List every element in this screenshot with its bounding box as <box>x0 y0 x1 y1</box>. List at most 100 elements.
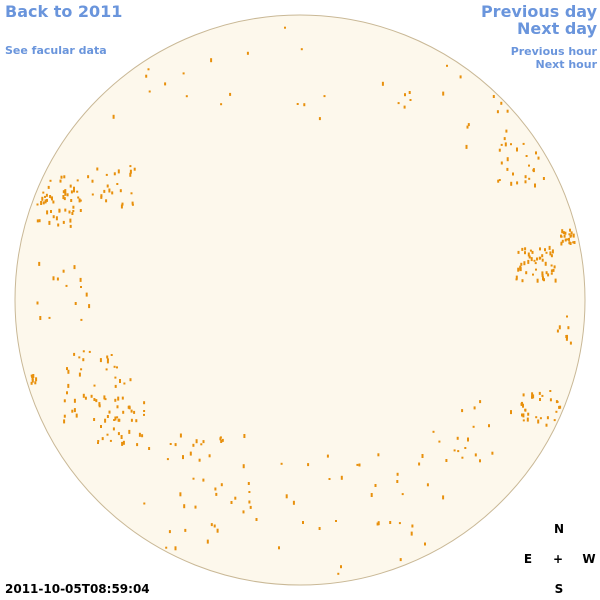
sun-disk <box>14 14 586 586</box>
facula <box>88 304 91 309</box>
facula <box>303 103 306 107</box>
facula <box>165 546 168 549</box>
facula <box>459 75 462 79</box>
facula <box>370 493 373 497</box>
facula <box>535 268 537 271</box>
facula <box>521 247 524 251</box>
facula <box>73 398 76 403</box>
facula <box>381 81 384 86</box>
facula <box>148 90 151 93</box>
facula <box>532 394 535 399</box>
facula <box>85 292 88 297</box>
facula <box>75 413 78 418</box>
facula <box>40 201 43 205</box>
facula <box>568 237 570 241</box>
facula <box>129 169 132 174</box>
facula <box>116 366 118 369</box>
facula <box>35 377 38 382</box>
facula <box>560 242 563 246</box>
facula <box>52 200 55 204</box>
facula <box>377 521 380 526</box>
facula <box>30 381 33 385</box>
facula <box>65 284 68 287</box>
facula <box>524 247 527 251</box>
facula <box>464 447 467 449</box>
next-hour-link[interactable]: Next hour <box>535 58 598 71</box>
facula <box>46 198 48 202</box>
facula <box>561 239 564 243</box>
facula <box>506 167 509 171</box>
facula <box>292 500 295 505</box>
facula <box>515 278 518 281</box>
facula <box>80 368 83 371</box>
facula <box>31 377 34 381</box>
facula <box>396 472 399 476</box>
facula <box>284 26 286 29</box>
facula <box>46 210 49 215</box>
facula <box>504 142 507 147</box>
facula <box>278 546 280 550</box>
facula <box>544 261 547 266</box>
facula <box>200 443 203 446</box>
facula <box>510 181 513 186</box>
facula <box>531 392 534 397</box>
facula <box>52 276 55 281</box>
facula <box>219 437 222 441</box>
facula <box>113 419 116 421</box>
facula <box>101 437 104 441</box>
facular-link[interactable]: See facular data <box>5 44 107 57</box>
compass-south: S <box>554 582 564 596</box>
facula <box>36 219 39 223</box>
facula <box>90 394 93 398</box>
facula <box>103 395 106 400</box>
facula <box>31 378 34 383</box>
facula <box>397 102 400 105</box>
facula <box>542 177 545 180</box>
facula <box>510 143 512 146</box>
facula <box>418 462 421 466</box>
facula <box>541 258 544 262</box>
facula <box>541 274 544 278</box>
facula <box>558 325 561 330</box>
compass-north: N <box>553 522 565 536</box>
facula <box>111 191 114 195</box>
facula <box>510 410 512 415</box>
facula <box>50 210 52 213</box>
facula <box>63 419 66 424</box>
facula <box>60 175 63 179</box>
facula <box>63 197 66 201</box>
facula <box>498 179 501 181</box>
facula <box>39 316 42 320</box>
previous-hour-link[interactable]: Previous hour <box>510 45 597 58</box>
facula <box>113 365 116 368</box>
facula <box>496 110 499 114</box>
previous-day-link[interactable]: Previous day <box>480 2 597 21</box>
facula <box>323 95 326 98</box>
facula <box>166 458 169 461</box>
facula <box>56 277 59 281</box>
facula <box>539 398 541 401</box>
facula <box>517 250 520 254</box>
facula <box>242 464 245 469</box>
facula <box>117 432 120 436</box>
compass-center: + <box>552 552 564 566</box>
next-day-link[interactable]: Next day <box>517 19 597 38</box>
facula <box>109 439 112 442</box>
facula <box>554 278 557 283</box>
facula <box>572 233 575 238</box>
facula <box>528 255 531 259</box>
facula <box>91 193 94 196</box>
facula <box>133 410 136 414</box>
facula <box>539 247 541 251</box>
facula <box>219 436 222 439</box>
facula <box>555 400 558 404</box>
facula <box>106 433 109 436</box>
back-link[interactable]: Back to 2011 <box>5 2 123 21</box>
facula <box>108 410 111 414</box>
facula <box>189 451 192 456</box>
facula <box>114 376 117 379</box>
facula <box>531 250 534 254</box>
facula <box>49 179 52 182</box>
facula <box>568 233 571 236</box>
